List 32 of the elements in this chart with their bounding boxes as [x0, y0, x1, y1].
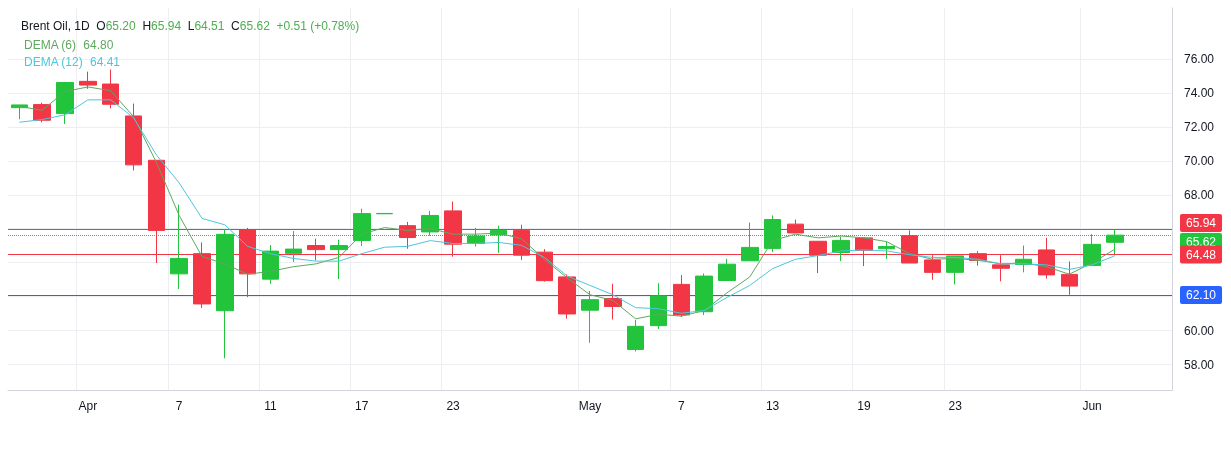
ref-line-label: 64.48	[1186, 247, 1217, 262]
annotation: H65.94	[142, 19, 182, 33]
y-tick-label: 68.00	[1184, 187, 1215, 202]
ref-line-label: 65.94	[1186, 215, 1217, 230]
y-tick-label: 58.00	[1184, 357, 1215, 372]
x-tick-label: 23	[948, 399, 963, 413]
x-tick-label: Apr	[78, 399, 98, 413]
x-tick-label: May	[578, 399, 602, 413]
annotation: 64.41	[90, 55, 121, 69]
text: DEMA (12)	[24, 55, 90, 69]
x-tick-label: 11	[264, 399, 278, 413]
x-tick-label: 7	[677, 399, 685, 413]
y-tick-label: 74.00	[1184, 85, 1215, 100]
text: DEMA (6)	[24, 38, 83, 52]
annotation: 64.80	[83, 38, 114, 52]
x-tick-label: 13	[765, 399, 780, 413]
text: Brent Oil, 1D	[21, 19, 91, 33]
annotation: O65.20	[96, 19, 137, 33]
y-tick-label: 60.00	[1184, 323, 1215, 338]
x-tick-label: Jun	[1082, 399, 1102, 413]
annotation: +0.51 (+0.78%)	[276, 19, 360, 33]
annotation: C65.62	[231, 19, 271, 33]
ref-line-label: 65.62	[1186, 234, 1217, 249]
x-tick-label: 7	[175, 399, 183, 413]
y-tick-label: 70.00	[1184, 153, 1215, 168]
x-tick-label: 19	[857, 399, 871, 413]
y-tick-label: 76.00	[1184, 51, 1215, 66]
x-tick-label: 23	[446, 399, 461, 413]
x-tick-label: 17	[355, 399, 369, 413]
ref-line-label: 62.10	[1186, 287, 1217, 302]
y-tick-label: 72.00	[1184, 119, 1215, 134]
annotation: L64.51	[187, 19, 225, 33]
